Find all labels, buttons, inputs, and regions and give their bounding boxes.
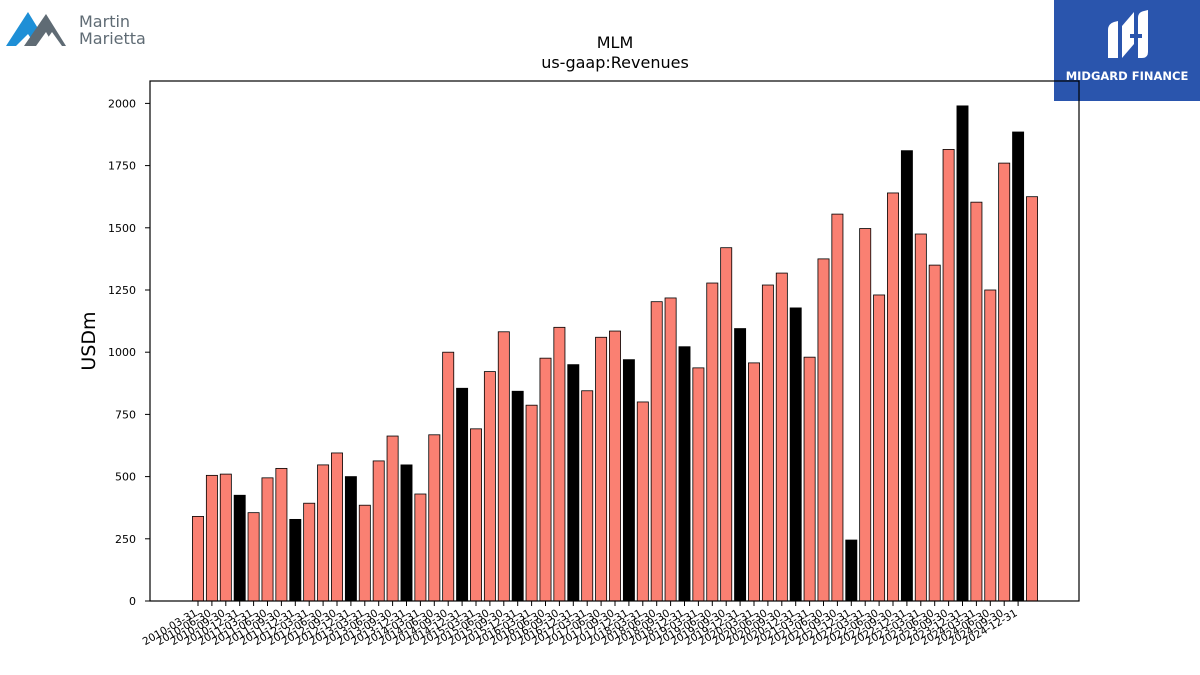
bar-4 (233, 494, 246, 602)
company-name: Martin Marietta (79, 13, 146, 47)
martin-marietta-logo: Martin Marietta (6, 6, 166, 52)
bar-37 (692, 367, 705, 602)
bar-55 (942, 149, 955, 602)
bar-39 (720, 247, 733, 602)
bar-32 (622, 359, 635, 602)
bar-24 (511, 390, 524, 602)
bar-6 (261, 477, 274, 602)
bar-45 (803, 356, 816, 602)
bar-22 (483, 371, 496, 602)
bar-58 (984, 289, 997, 602)
bar-9 (303, 502, 316, 602)
bar-29 (581, 390, 594, 602)
bar-47 (831, 213, 844, 602)
y-axis-label: USDm (78, 311, 100, 370)
chart-subtitle: us-gaap:Revenues (541, 53, 689, 72)
bar-30 (595, 336, 608, 602)
bar-2 (205, 474, 218, 602)
bar-53 (914, 233, 927, 602)
y-tick-label: 750 (115, 408, 136, 421)
bar-51 (887, 192, 899, 602)
bar-27 (553, 326, 566, 602)
bar-56 (956, 105, 969, 602)
company-name-line2: Marietta (79, 29, 146, 48)
y-tick-label: 500 (115, 471, 136, 484)
bar-17 (414, 493, 427, 602)
y-axis: 0 250 500 750 1000 1250 1500 1750 2000 (108, 97, 150, 608)
bar-14 (372, 460, 385, 602)
bar-18 (428, 434, 441, 602)
bar-36 (678, 346, 691, 602)
bar-13 (358, 504, 371, 602)
bar-15 (386, 435, 399, 602)
bar-19 (442, 351, 455, 602)
bar-38 (706, 282, 719, 602)
bar-31 (609, 330, 621, 602)
bar-48 (845, 539, 858, 602)
bar-49 (859, 228, 872, 602)
y-tick-label: 1750 (108, 160, 136, 173)
y-tick-label: 2000 (108, 97, 136, 110)
y-tick-label: 0 (129, 595, 136, 608)
bar-12 (344, 476, 357, 602)
bar-26 (539, 357, 552, 602)
bar-23 (497, 331, 510, 602)
bar-25 (525, 404, 538, 602)
chart-title: MLM (597, 33, 634, 52)
bar-35 (664, 297, 677, 602)
bar-54 (928, 264, 941, 602)
bar-16 (400, 464, 413, 602)
plot-frame (149, 80, 1080, 602)
y-tick-label: 250 (115, 533, 136, 546)
bar-42 (761, 284, 774, 602)
bar-1 (192, 516, 204, 602)
company-name-line1: Martin (79, 12, 131, 31)
bar-46 (817, 258, 830, 602)
midgard-name: MIDGARD FINANCE (1065, 69, 1189, 83)
bar-61 (1026, 196, 1038, 602)
bar-10 (317, 464, 330, 602)
bar-11 (331, 452, 343, 602)
bar-44 (789, 307, 802, 602)
bar-41 (748, 362, 760, 602)
bar-57 (970, 201, 983, 602)
midgard-emblem-icon (1108, 10, 1148, 58)
y-tick-label: 1500 (108, 222, 136, 235)
x-axis: 2010-03-312010-06-302010-09-302010-12-31… (141, 601, 1020, 648)
bar-20 (456, 387, 469, 602)
bar-34 (650, 301, 663, 602)
bars-group (192, 105, 1038, 602)
bar-7 (275, 467, 288, 602)
bar-33 (636, 401, 649, 602)
y-tick-label: 1250 (108, 284, 136, 297)
mountain-logo-icon (6, 12, 66, 46)
bar-60 (1012, 131, 1025, 602)
bar-43 (775, 272, 788, 602)
bar-28 (567, 364, 580, 602)
y-tick-label: 1000 (108, 346, 136, 359)
bar-21 (470, 428, 482, 602)
bar-59 (998, 162, 1011, 602)
bar-3 (219, 473, 232, 602)
bar-52 (900, 150, 913, 602)
bar-8 (289, 518, 302, 602)
bar-5 (247, 512, 260, 602)
bar-40 (734, 328, 747, 602)
midgard-finance-logo: MIDGARD FINANCE (1054, 0, 1200, 101)
bar-50 (873, 294, 886, 602)
